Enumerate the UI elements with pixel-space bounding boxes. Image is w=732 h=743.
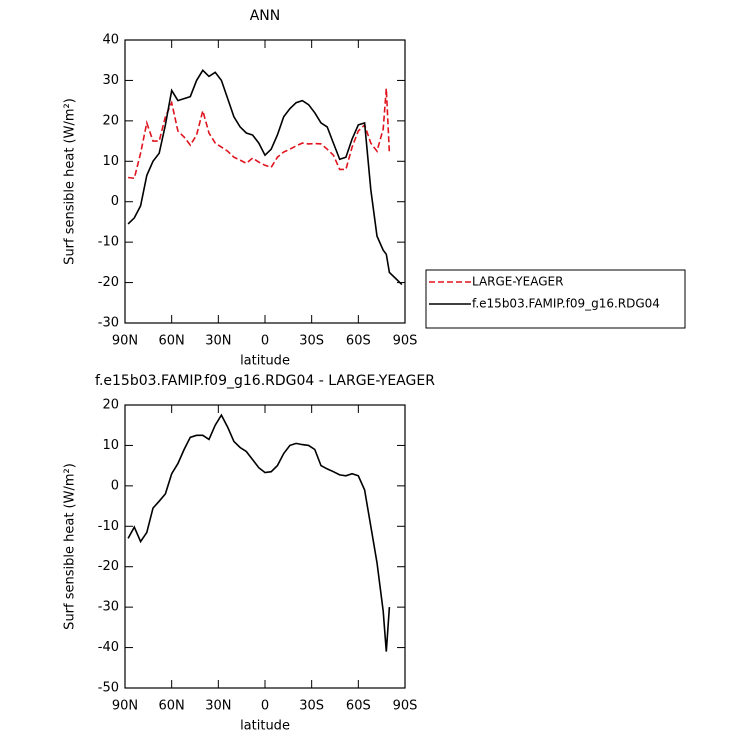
- y-tick-label: -20: [98, 275, 119, 290]
- x-tick-label: 0: [261, 699, 269, 714]
- data-line: [127, 88, 391, 180]
- y-tick-label: -10: [98, 519, 119, 534]
- y-tick-label: 40: [102, 33, 119, 48]
- y-tick-label: 30: [102, 73, 119, 88]
- y-tick-label: -50: [98, 681, 119, 696]
- legend-box: [425, 269, 686, 329]
- y-tick-label: -40: [98, 640, 119, 655]
- x-tick-label: 60S: [346, 699, 371, 714]
- y-axis-label: Surf sensible heat (W/m²): [63, 98, 78, 265]
- x-tick-label: 30N: [205, 699, 231, 714]
- x-tick-label: 30S: [299, 699, 324, 714]
- x-tick-label: 0: [261, 334, 269, 349]
- y-tick-label: 0: [111, 194, 119, 209]
- x-tick-label: 90N: [112, 334, 138, 349]
- data-line: [127, 413, 391, 652]
- y-tick-label: -30: [98, 600, 119, 615]
- data-line: [127, 69, 403, 286]
- x-tick-label: 30N: [205, 334, 231, 349]
- x-axis-label: latitude: [240, 719, 290, 734]
- plot-frame: [124, 39, 406, 324]
- chart-title: ANN: [250, 8, 281, 24]
- y-tick-label: 10: [102, 438, 119, 453]
- y-axis-label: Surf sensible heat (W/m²): [63, 463, 78, 630]
- y-tick-label: 20: [102, 398, 119, 413]
- y-tick-label: 0: [111, 478, 119, 493]
- y-tick-label: 10: [102, 154, 119, 169]
- plot-frame: [124, 404, 406, 689]
- y-tick-label: 20: [102, 113, 119, 128]
- chart-title: f.e15b03.FAMIP.f09_g16.RDG04 - LARGE-YEA…: [95, 373, 435, 389]
- x-tick-label: 60S: [346, 334, 371, 349]
- x-tick-label: 90S: [393, 699, 418, 714]
- legend-label: f.e15b03.FAMIP.f09_g16.RDG04: [472, 297, 660, 311]
- legend-label: LARGE-YEAGER: [472, 275, 563, 289]
- x-tick-label: 60N: [159, 699, 185, 714]
- x-tick-label: 60N: [159, 334, 185, 349]
- x-tick-label: 90N: [112, 699, 138, 714]
- y-tick-label: -30: [98, 316, 119, 331]
- y-tick-label: -10: [98, 235, 119, 250]
- x-tick-label: 30S: [299, 334, 324, 349]
- x-tick-label: 90S: [393, 334, 418, 349]
- y-tick-label: -20: [98, 559, 119, 574]
- x-axis-label: latitude: [240, 354, 290, 369]
